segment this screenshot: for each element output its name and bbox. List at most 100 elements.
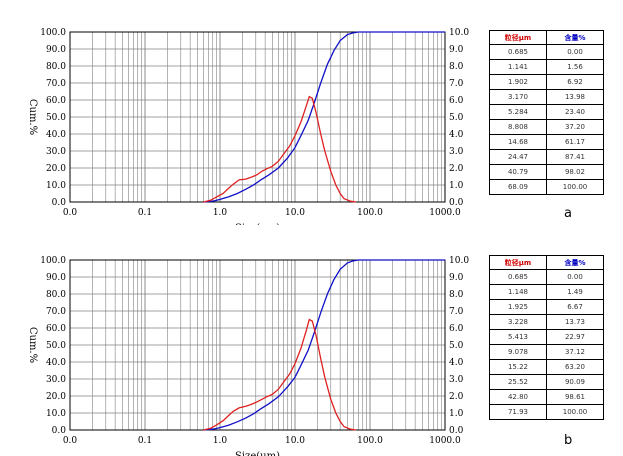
table-cell-size: 8.808 — [489, 119, 547, 135]
x-tick-label: 10.0 — [285, 436, 305, 446]
y-tick-label-right: 3.0 — [449, 375, 464, 385]
y-tick-label-left: 20.0 — [46, 164, 66, 174]
table-row: 1.141 1.56 — [489, 59, 604, 75]
x-tick-label: 0.1 — [138, 436, 152, 446]
table-cell-content: 100.00 — [546, 179, 604, 195]
table-cell-size: 25.52 — [489, 374, 547, 390]
table-row: 24.47 87.41 — [489, 149, 604, 165]
table-header-size: 粒径μm — [489, 30, 547, 45]
table-cell-size: 15.22 — [489, 359, 547, 375]
table-row: 42.80 98.61 — [489, 389, 604, 405]
y-tick-label-right: 10.0 — [449, 256, 469, 266]
x-tick-label: 10.0 — [285, 208, 305, 218]
y-tick-label-left: 0.0 — [52, 198, 67, 208]
chart-panel-a: 0.0 10.0 20.0 30.0 40.0 50.0 60.0 70.0 80.0 90.0 1… — [0, 0, 623, 225]
y-tick-label-left: 100.0 — [40, 256, 66, 266]
table-row: 15.22 63.20 — [489, 359, 604, 375]
table-cell-content: 22.97 — [546, 329, 604, 345]
y-tick-label-right: 6.0 — [449, 324, 464, 334]
y-tick-label-left: 40.0 — [46, 130, 66, 140]
x-tick-label: 100.0 — [357, 208, 383, 218]
table-row: 40.79 98.02 — [489, 164, 604, 180]
x-tick-label: 1000.0 — [429, 208, 461, 218]
chart-panel-b: 0.0 10.0 20.0 30.0 40.0 50.0 60.0 70.0 80.0 90.0 1… — [0, 228, 623, 456]
y-tick-label-left: 80.0 — [46, 290, 66, 300]
x-tick-label: 0.0 — [63, 208, 78, 218]
table-cell-content: 100.00 — [546, 404, 604, 420]
table-cell-size: 68.09 — [489, 179, 547, 195]
cumulative-line — [203, 259, 445, 431]
differential-line — [203, 95, 357, 203]
table-cell-content: 0.00 — [546, 269, 604, 285]
table-cell-size: 1.902 — [489, 74, 547, 90]
y-tick-label-left: 10.0 — [46, 409, 66, 419]
table-cell-size: 14.68 — [489, 134, 547, 150]
table-cell-size: 1.925 — [489, 299, 547, 315]
panel-label-b: b — [564, 433, 573, 448]
x-axis-title: Size(um) — [235, 451, 280, 456]
table-cell-content: 0.00 — [546, 44, 604, 60]
y-tick-label-left: 50.0 — [46, 341, 66, 351]
y-tick-label-right: 5.0 — [449, 341, 464, 351]
y-tick-label-left: 30.0 — [46, 147, 66, 157]
table-header-size: 粒径μm — [489, 255, 547, 270]
table-cell-size: 3.228 — [489, 314, 547, 330]
table-cell-size: 1.141 — [489, 59, 547, 75]
y-tick-label-right: 2.0 — [449, 164, 464, 174]
y-tick-label-right: 1.0 — [449, 181, 464, 191]
y-tick-label-right: 2.0 — [449, 392, 464, 402]
table-cell-size: 1.148 — [489, 284, 547, 300]
y-tick-label-left: 40.0 — [46, 358, 66, 368]
y-tick-label-right: 8.0 — [449, 62, 464, 72]
table-cell-size: 9.078 — [489, 344, 547, 360]
table-row: 71.93 100.00 — [489, 404, 604, 420]
y-tick-label-left: 10.0 — [46, 181, 66, 191]
y-tick-label-left: 90.0 — [46, 273, 66, 283]
y-tick-label-right: 9.0 — [449, 273, 464, 283]
x-tick-label: 1000.0 — [429, 436, 461, 446]
x-tick-label: 0.0 — [63, 436, 78, 446]
table-cell-size: 5.284 — [489, 104, 547, 120]
panel-label-a: a — [564, 206, 572, 221]
y-tick-label-left: 30.0 — [46, 375, 66, 385]
y-tick-label-right: 10.0 — [449, 28, 469, 38]
table-row: 1.148 1.49 — [489, 284, 604, 300]
table-row: 68.09 100.00 — [489, 179, 604, 195]
table-header-row: 粒径μm 含量% — [489, 255, 604, 270]
y-tick-label-right: 7.0 — [449, 79, 464, 89]
cumulative-line — [203, 31, 445, 203]
y-tick-label-right: 9.0 — [449, 45, 464, 55]
table-header-row: 粒径μm 含量% — [489, 30, 604, 45]
table-cell-content: 13.73 — [546, 314, 604, 330]
y-tick-label-right: 8.0 — [449, 290, 464, 300]
plot-frame — [69, 259, 446, 431]
table-row: 8.808 37.20 — [489, 119, 604, 135]
plot-frame — [69, 31, 446, 203]
table-cell-content: 23.40 — [546, 104, 604, 120]
table-cell-content: 90.09 — [546, 374, 604, 390]
x-tick-label: 100.0 — [357, 436, 383, 446]
size-table-b: 粒径μm 含量% 0.685 0.00 1.148 1.49 1.925 6.67 3… — [489, 255, 604, 420]
table-cell-content: 6.67 — [546, 299, 604, 315]
table-cell-content: 37.12 — [546, 344, 604, 360]
y-tick-label-left: 0.0 — [52, 426, 67, 436]
y-tick-label-right: 4.0 — [449, 358, 464, 368]
y-tick-label-right: 1.0 — [449, 409, 464, 419]
table-cell-content: 63.20 — [546, 359, 604, 375]
table-cell-content: 61.17 — [546, 134, 604, 150]
x-tick-label: 1.0 — [213, 436, 228, 446]
y-tick-label-right: 7.0 — [449, 307, 464, 317]
y-tick-label-left: 80.0 — [46, 62, 66, 72]
y-tick-label-left: 70.0 — [46, 307, 66, 317]
table-cell-size: 71.93 — [489, 404, 547, 420]
table-cell-content: 1.56 — [546, 59, 604, 75]
y-tick-label-left: 70.0 — [46, 79, 66, 89]
table-header-content: 含量% — [546, 30, 604, 45]
table-cell-size: 0.685 — [489, 269, 547, 285]
x-tick-label: 0.1 — [138, 208, 152, 218]
table-cell-size: 42.80 — [489, 389, 547, 405]
table-row: 0.685 0.00 — [489, 44, 604, 60]
table-row: 5.413 22.97 — [489, 329, 604, 345]
y-tick-label-left: 90.0 — [46, 45, 66, 55]
table-row: 14.68 61.17 — [489, 134, 604, 150]
